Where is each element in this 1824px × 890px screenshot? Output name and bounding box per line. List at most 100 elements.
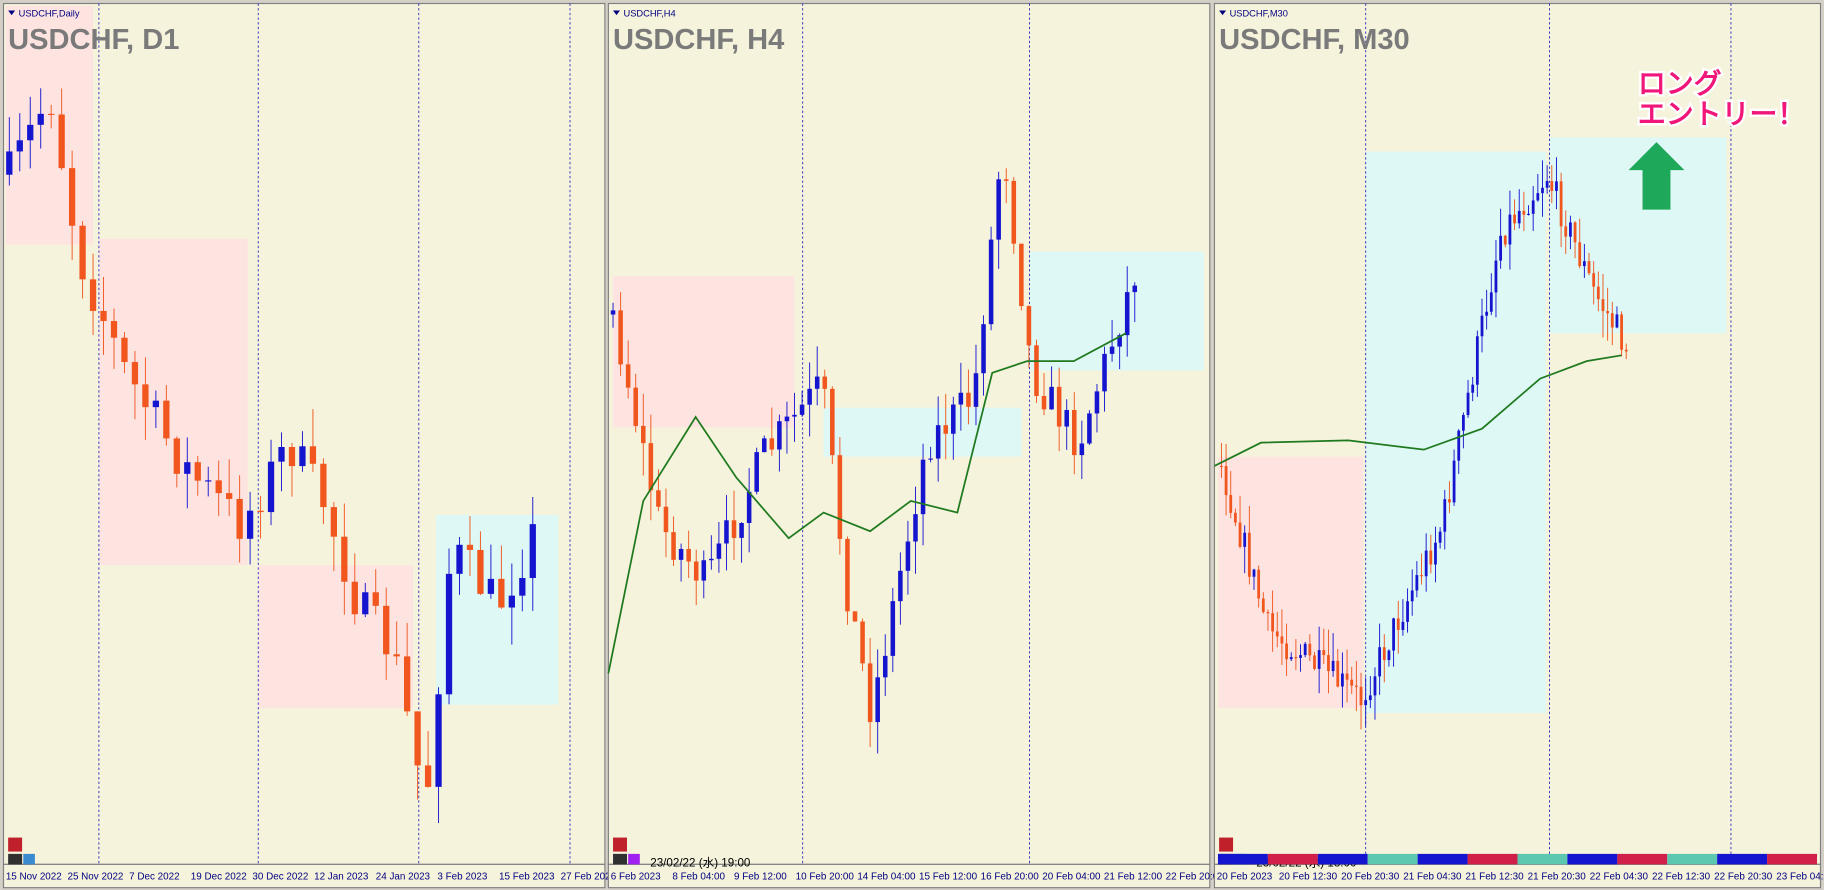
toolbar-button bbox=[8, 853, 23, 865]
toolbar-button bbox=[8, 837, 23, 852]
candle-body bbox=[761, 438, 767, 453]
candle-body bbox=[610, 310, 616, 315]
session-strip bbox=[1317, 853, 1368, 865]
moving-average bbox=[607, 332, 1127, 674]
x-axis-label: 21 Feb 12:00 bbox=[1104, 872, 1163, 883]
candle-body bbox=[466, 544, 474, 550]
toolbar-button bbox=[628, 853, 640, 865]
candle-body bbox=[1117, 335, 1122, 347]
x-axis-label: 22 Feb 20:00 bbox=[1166, 872, 1225, 883]
x-axis-label: 15 Nov 2022 bbox=[6, 872, 62, 883]
candle-body bbox=[424, 765, 432, 787]
candle-body bbox=[1406, 601, 1409, 622]
candle-body bbox=[1327, 655, 1330, 672]
session-strip bbox=[1217, 853, 1268, 865]
candle-body bbox=[1336, 660, 1340, 687]
session-strip bbox=[1567, 853, 1618, 865]
candle-body bbox=[1299, 655, 1302, 658]
annotation: エントリー！ bbox=[1638, 98, 1805, 129]
candle-body bbox=[48, 113, 55, 115]
candle-body bbox=[1461, 415, 1465, 431]
zone bbox=[1029, 251, 1204, 371]
candle-body bbox=[1359, 686, 1363, 706]
x-axis-label: 22 Feb 20:30 bbox=[1714, 872, 1773, 883]
candle-body bbox=[1308, 643, 1312, 656]
candle-body bbox=[152, 400, 160, 408]
candle-body bbox=[1610, 313, 1614, 328]
candle-body bbox=[1026, 306, 1032, 346]
candle-body bbox=[1368, 695, 1372, 701]
candle-body bbox=[1541, 187, 1544, 194]
candle-body bbox=[1513, 214, 1516, 224]
candle-body bbox=[299, 446, 306, 467]
toolbar-button bbox=[23, 853, 35, 865]
candle-body bbox=[920, 459, 926, 515]
candle-body bbox=[754, 452, 759, 492]
session-strip bbox=[1667, 853, 1718, 865]
candle-body bbox=[393, 654, 400, 657]
candle-body bbox=[1592, 273, 1596, 287]
dropdown-icon bbox=[1219, 10, 1227, 16]
x-axis-label: 19 Dec 2022 bbox=[191, 872, 247, 883]
x-axis-label: 23 Feb 04:30 bbox=[1776, 872, 1824, 883]
candle-body bbox=[777, 421, 782, 450]
candle-body bbox=[951, 404, 956, 434]
candle-body bbox=[163, 400, 170, 439]
candle-body bbox=[435, 694, 442, 787]
candle-body bbox=[852, 611, 858, 622]
candle-body bbox=[372, 592, 379, 606]
candle-body bbox=[1317, 650, 1321, 669]
session-strip bbox=[1417, 853, 1468, 865]
candle-body bbox=[1396, 618, 1400, 630]
candle-body bbox=[1620, 314, 1623, 350]
candle-body bbox=[1072, 410, 1077, 456]
candle-body bbox=[1573, 222, 1577, 243]
dropdown-icon bbox=[8, 10, 16, 16]
candle-body bbox=[1261, 598, 1265, 613]
candle-body bbox=[1489, 292, 1493, 312]
candle-body bbox=[257, 510, 264, 513]
x-axis-label: 25 Nov 2022 bbox=[67, 872, 123, 883]
candle-body bbox=[68, 168, 76, 226]
candle-body bbox=[648, 443, 654, 491]
candle-body bbox=[1233, 512, 1237, 523]
candle-body bbox=[1079, 443, 1085, 456]
candle-body bbox=[288, 447, 296, 467]
candle-body bbox=[1606, 311, 1610, 314]
candle-body bbox=[131, 362, 139, 385]
candle-body bbox=[1503, 235, 1507, 245]
zone bbox=[98, 238, 248, 565]
candle-body bbox=[1285, 643, 1288, 660]
candle-body bbox=[686, 548, 691, 562]
x-axis-label: 20 Feb 2023 bbox=[1217, 872, 1273, 883]
candle-body bbox=[1443, 499, 1447, 532]
candle-body bbox=[1434, 542, 1437, 565]
candle-body bbox=[215, 480, 222, 494]
candle-body bbox=[1220, 465, 1223, 468]
candle-body bbox=[173, 438, 180, 474]
candle-body bbox=[1003, 179, 1009, 181]
candle-body bbox=[1350, 679, 1354, 686]
candle-body bbox=[1415, 575, 1419, 591]
candle-body bbox=[1429, 550, 1433, 565]
candle-body bbox=[1452, 460, 1456, 503]
candle-body bbox=[1266, 612, 1270, 614]
zone bbox=[823, 407, 1022, 457]
candle-body bbox=[1582, 261, 1586, 267]
candle-body bbox=[898, 570, 903, 602]
candle-body bbox=[1011, 180, 1017, 244]
session-strip bbox=[1367, 853, 1418, 865]
candle-body bbox=[905, 541, 911, 571]
candle-body bbox=[618, 310, 623, 365]
candle-body bbox=[1480, 315, 1484, 337]
candle-body bbox=[1238, 522, 1242, 547]
candle-body bbox=[37, 113, 44, 125]
candle-body bbox=[807, 388, 812, 405]
candle-body bbox=[1331, 660, 1335, 672]
candle-body bbox=[1247, 532, 1251, 577]
candle-body bbox=[1601, 299, 1605, 312]
x-axis-label: 20 Feb 20:30 bbox=[1341, 872, 1400, 883]
candle-body bbox=[1420, 575, 1423, 577]
